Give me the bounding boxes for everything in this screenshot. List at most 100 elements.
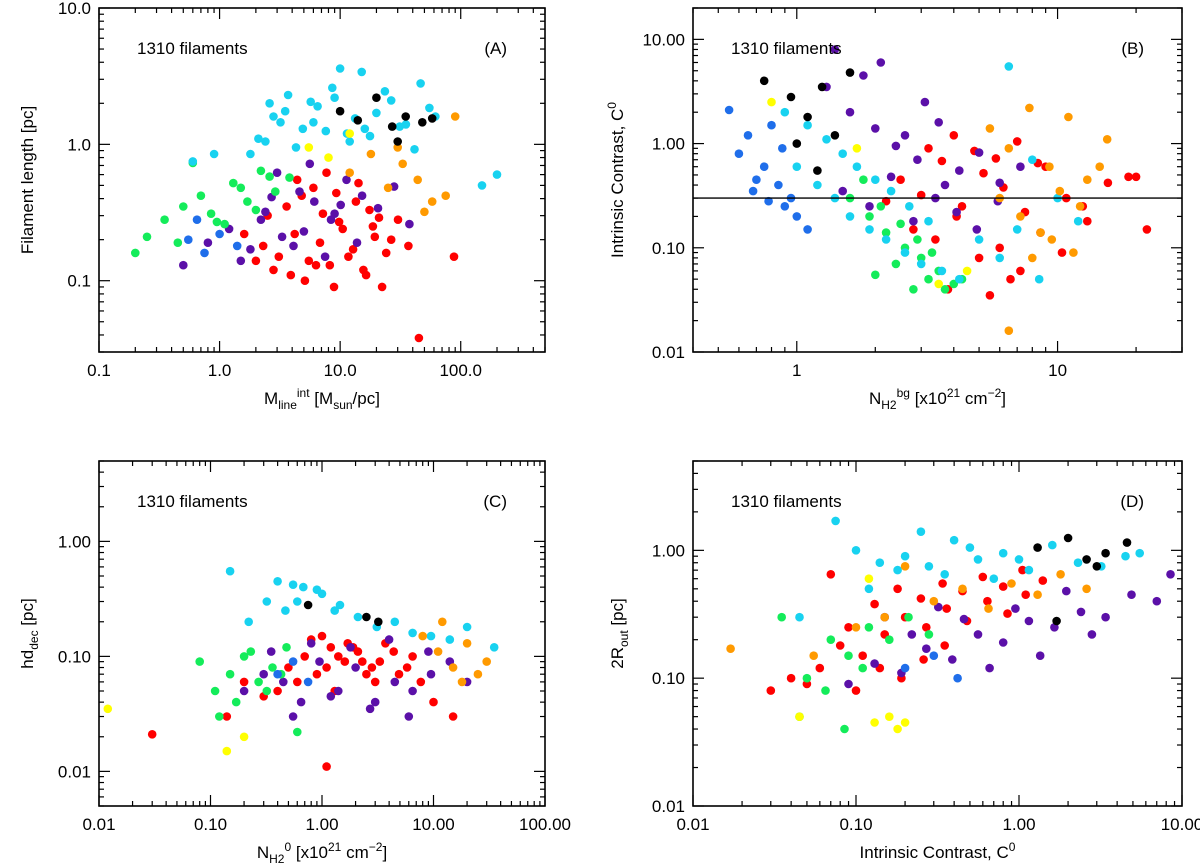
data-point [1018,565,1027,575]
data-point [900,551,910,561]
data-point [803,120,812,130]
data-point [393,143,403,152]
data-point [1092,562,1102,571]
data-point [367,663,377,672]
y-tick-label: 0.1 [67,272,91,291]
data-point [995,178,1004,188]
data-point [916,259,926,269]
data-point [393,137,403,146]
data-point [881,235,891,244]
data-point [795,612,804,622]
data-point [370,697,380,707]
data-point [261,207,270,217]
x-axis-label: NH2bg [x1021 cm−2] [869,386,1006,412]
data-point [1016,162,1025,171]
data-point [215,229,224,239]
y-tick-label: 0.10 [58,647,91,666]
data-point [957,202,967,211]
data-point [386,235,396,244]
data-point [313,102,322,111]
series-green [195,643,302,737]
series-green [845,175,967,294]
data-point [286,270,296,280]
data-point [1142,225,1152,234]
data-point [243,197,252,206]
data-point [845,212,855,221]
data-point [958,584,967,594]
data-point [322,168,331,177]
series-blue [273,657,313,687]
data-point [438,617,447,627]
data-point [909,285,918,294]
y-tick-label: 0.01 [58,762,91,781]
data-point [886,186,896,196]
data-point [427,114,437,123]
data-point [362,612,371,622]
data-point [743,131,753,140]
data-point [288,657,298,666]
data-point [752,175,761,184]
data-point [844,623,853,632]
panel-label: (C) [483,492,507,511]
data-point [1103,178,1113,188]
data-point [792,139,802,148]
data-point [831,516,840,526]
data-point [989,574,999,583]
data-point [390,677,400,687]
data-point [147,730,157,739]
series-orange [985,103,1112,336]
data-point [445,635,455,644]
data-point [931,235,940,244]
x-tick-label: 1.00 [1002,815,1035,834]
data-point [256,166,266,176]
data-point [870,718,879,727]
data-point [1131,172,1141,182]
x-axis-label: Intrinsic Contrast, C0 [860,840,1016,862]
data-point [225,669,235,679]
data-point [845,107,855,117]
data-point [426,631,436,641]
data-point [1127,590,1136,599]
y-axis-label: Intrinsic Contrast, C0 [605,102,627,258]
data-point [978,572,988,582]
data-point [885,712,894,721]
data-point [414,333,424,343]
data-point [374,617,383,627]
series-cyan [225,566,499,652]
data-point [326,643,336,652]
data-point [1052,616,1061,626]
data-point [929,651,939,660]
panel-d: 0.01 0.10 1.00 10.00 0.01 0.10 1.00 Intrinsic C… [608,460,1200,862]
y-tick-label: 0.10 [652,669,685,688]
x-tick-label: 0.01 [676,815,709,834]
data-point [1034,274,1044,284]
data-point [974,253,984,263]
data-point [315,238,325,247]
data-point [293,677,302,687]
data-point [858,651,867,660]
data-point [416,79,425,88]
data-point [309,183,318,193]
data-point [449,252,459,261]
data-point [299,227,309,236]
data-point [922,644,931,653]
data-point [348,245,358,254]
data-point [927,248,937,257]
data-point [852,144,862,153]
data-point [424,647,433,656]
data-point [427,197,437,206]
data-point [1122,538,1132,547]
data-point [1095,162,1104,171]
y-tick-label: 0.01 [652,343,685,362]
data-point [354,178,363,188]
data-point [904,612,913,622]
data-point [1038,576,1048,585]
data-point [1003,609,1012,618]
data-point [1152,596,1162,606]
data-point [429,697,438,707]
data-point [991,154,1001,163]
data-point [309,118,318,127]
data-point [1011,604,1020,613]
data-point [985,663,994,673]
data-point [900,663,910,673]
